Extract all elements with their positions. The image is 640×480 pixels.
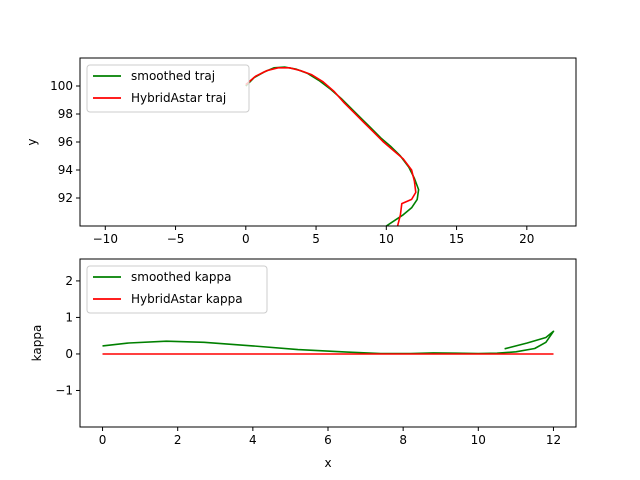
- kappa-legend-box: [86, 265, 268, 314]
- trajectory-x-ticks: −10 −5 0 5 10 15 20: [93, 226, 534, 246]
- kappa-x-tick-label: 6: [324, 433, 332, 447]
- trajectory-y-ticks: 92 94 96 98 100: [50, 79, 80, 205]
- trajectory-x-tick-label: 10: [379, 232, 394, 246]
- legend-label-hybridastar-traj: HybridAstar traj: [131, 91, 226, 105]
- kappa-x-tick-label: 12: [546, 433, 561, 447]
- kappa-x-ticks: 0 2 4 6 8 10 12: [99, 427, 561, 447]
- trajectory-y-tick-label: 92: [58, 191, 73, 205]
- trajectory-x-tick-label: −10: [93, 232, 118, 246]
- kappa-x-tick-label: 8: [399, 433, 407, 447]
- trajectory-x-tick-label: 5: [312, 232, 320, 246]
- kappa-y-ticks: −1 0 1 2: [55, 274, 80, 397]
- trajectory-lines: [245, 66, 420, 226]
- kappa-y-tick-label: 2: [65, 274, 73, 288]
- series-line-smoothed-kappa: [102, 330, 555, 355]
- kappa-x-axis-label: x: [324, 456, 331, 470]
- trajectory-x-tick-label: 15: [449, 232, 464, 246]
- trajectory-y-tick-label: 98: [58, 107, 73, 121]
- kappa-lines: [102, 330, 555, 355]
- series-line-hybridastar-traj: [245, 67, 417, 226]
- trajectory-y-tick-label: 96: [58, 135, 73, 149]
- trajectory-x-tick-label: −5: [167, 232, 185, 246]
- trajectory-x-tick-label: 20: [519, 232, 534, 246]
- kappa-x-tick-label: 10: [471, 433, 486, 447]
- trajectory-y-tick-label: 94: [58, 163, 73, 177]
- legend-label-hybridastar-kappa: HybridAstar kappa: [131, 292, 243, 306]
- kappa-y-tick-label: 1: [65, 310, 73, 324]
- kappa-legend: smoothed kappa HybridAstar kappa: [86, 265, 268, 314]
- legend-label-smoothed-traj: smoothed traj: [131, 69, 215, 83]
- trajectory-legend: smoothed traj HybridAstar traj: [86, 64, 250, 113]
- trajectory-x-tick-label: 0: [242, 232, 250, 246]
- kappa-x-tick-label: 2: [174, 433, 182, 447]
- legend-label-smoothed-kappa: smoothed kappa: [131, 270, 231, 284]
- trajectory-y-tick-label: 100: [50, 79, 73, 93]
- kappa-y-tick-label: 0: [65, 347, 73, 361]
- kappa-y-tick-label: −1: [55, 383, 73, 397]
- kappa-x-tick-label: 0: [99, 433, 107, 447]
- kappa-y-axis-label: kappa: [30, 325, 44, 362]
- kappa-x-tick-label: 4: [249, 433, 257, 447]
- trajectory-plot: −10 −5 0 5 10 15 20 92 94 96 98 100 y smoothed tra…: [25, 57, 577, 246]
- trajectory-y-axis-label: y: [25, 138, 39, 145]
- trajectory-legend-box: [86, 64, 250, 113]
